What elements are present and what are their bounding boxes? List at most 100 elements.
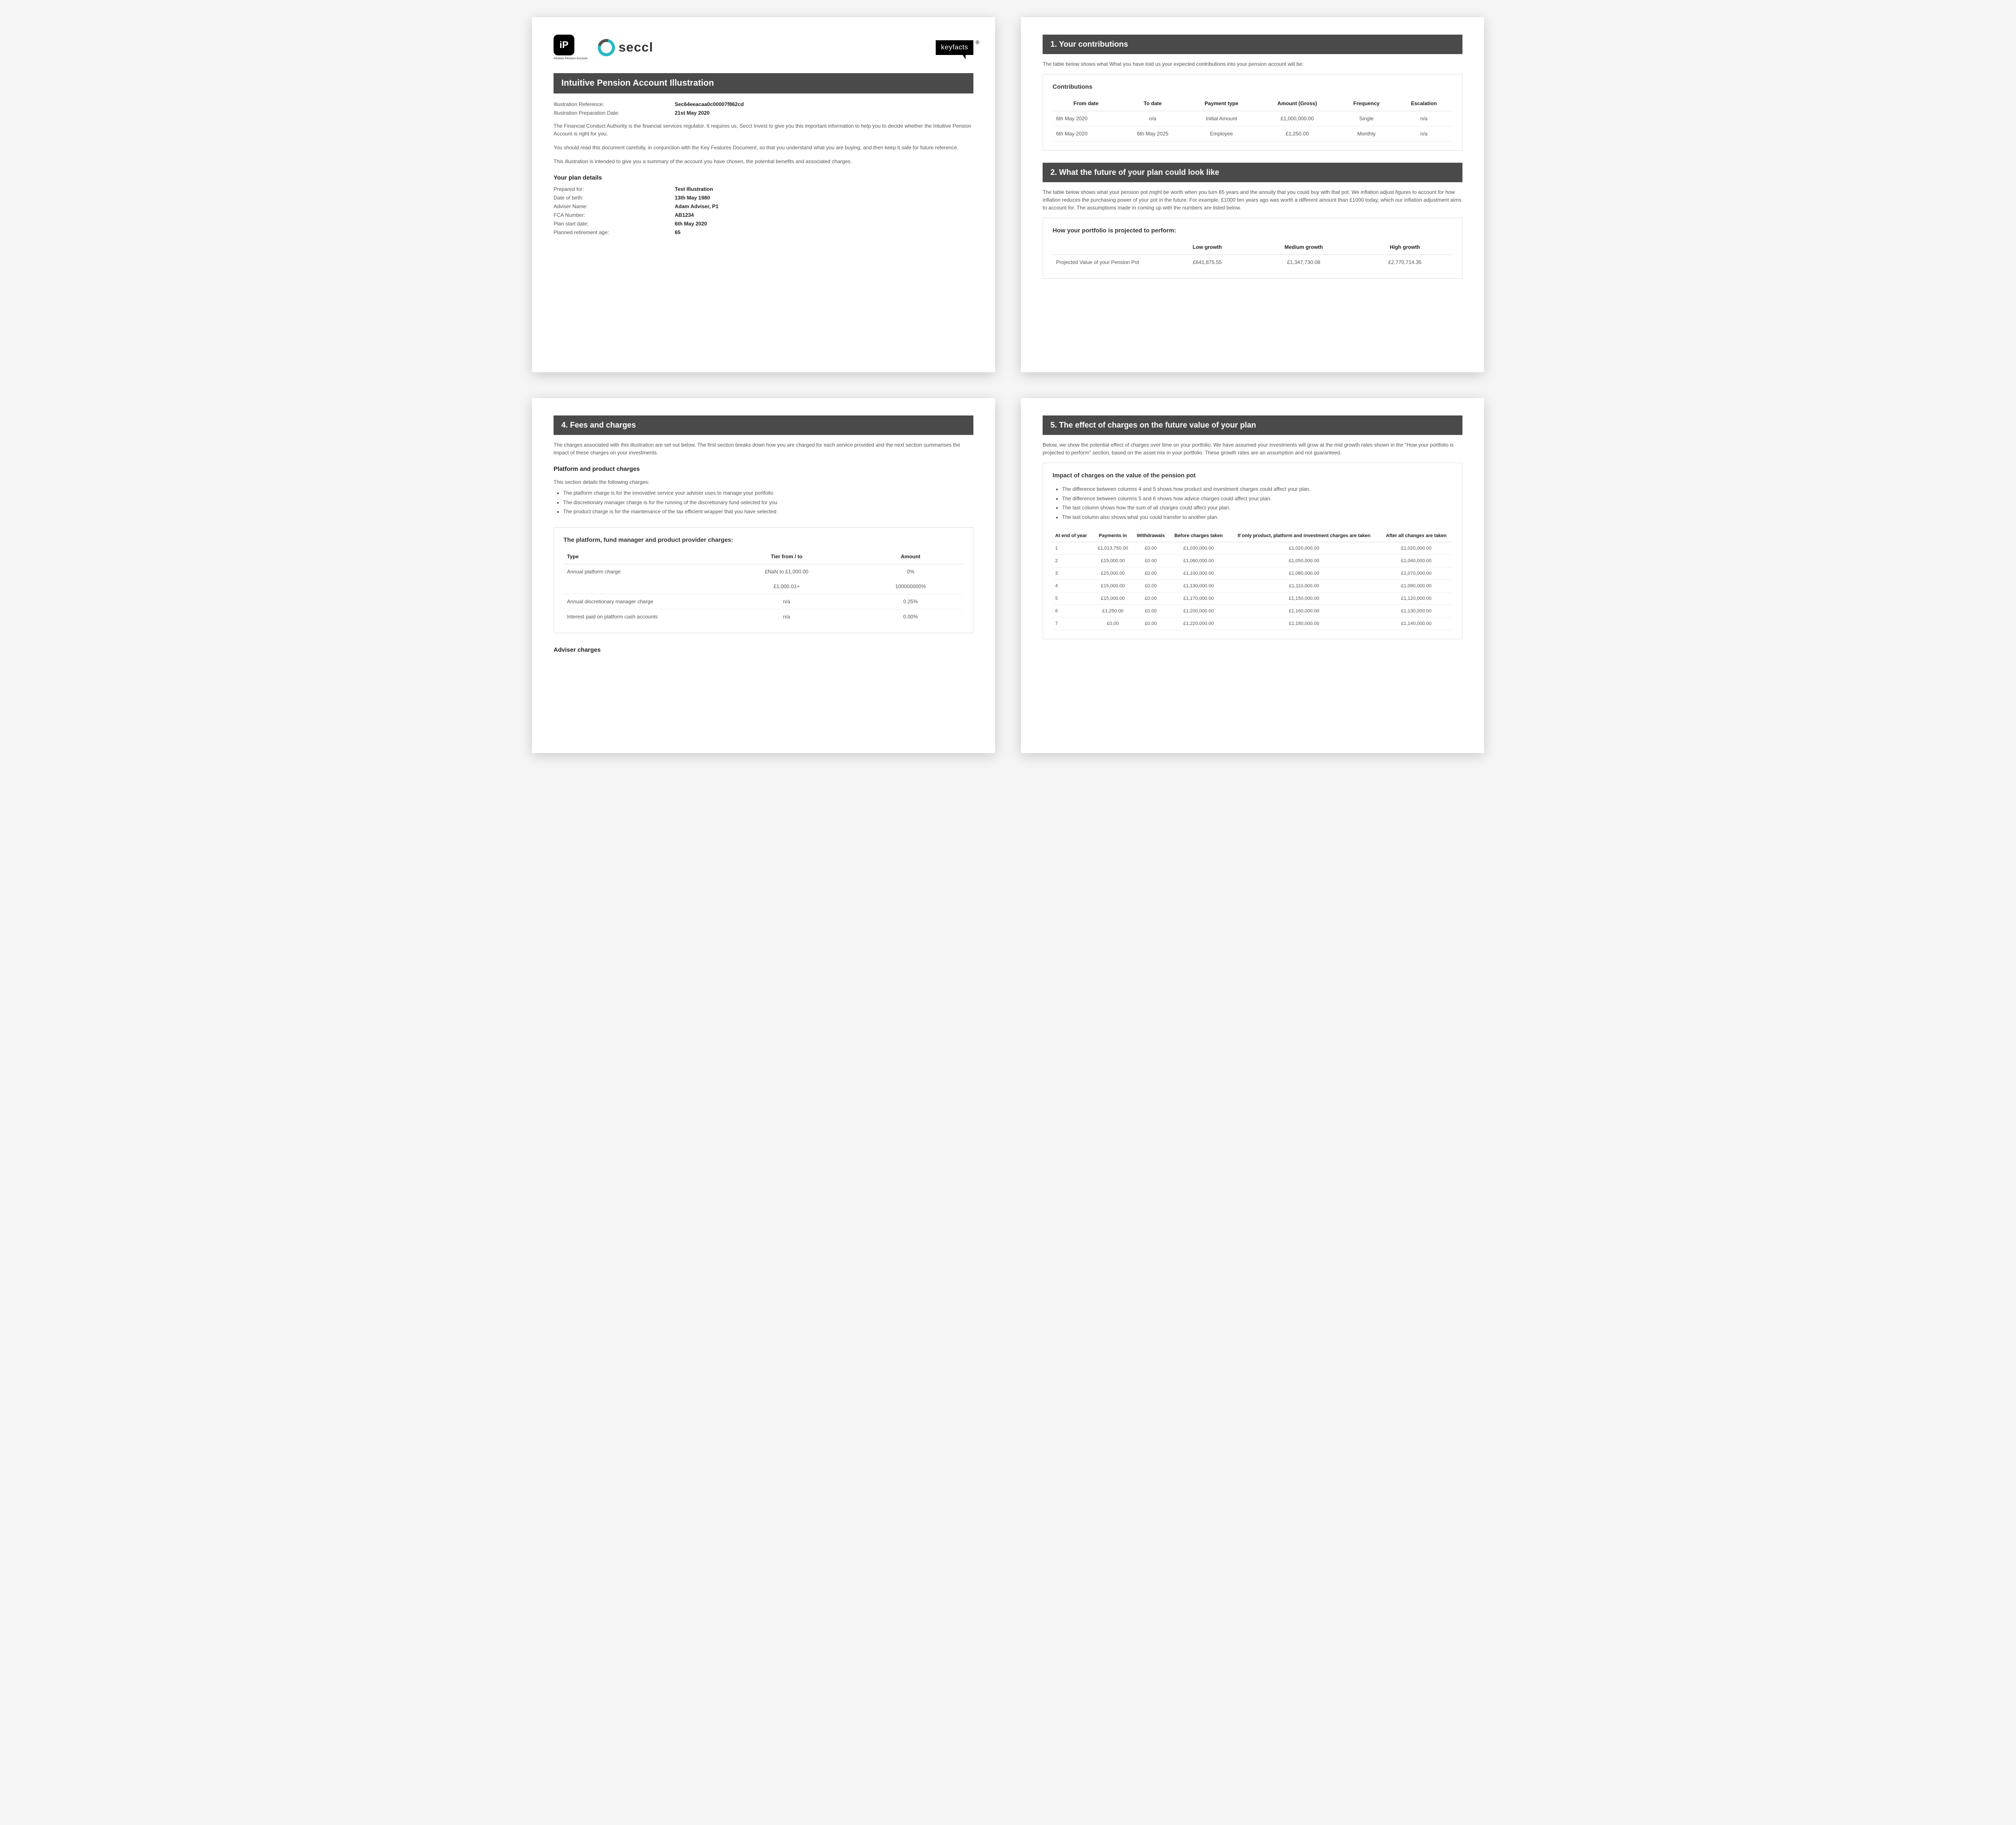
cell: 6th May 2020 (1053, 111, 1119, 126)
cell: n/a (1395, 126, 1452, 142)
logo-seccl: seccl (598, 39, 653, 56)
table-row: 6th May 2020n/aInitial Amount£1,000,000.… (1053, 111, 1452, 126)
cell: £1,170,000.00 (1169, 592, 1228, 605)
cell: 4 (1053, 580, 1093, 592)
plan-details-heading: Your plan details (554, 174, 973, 181)
cell: £0.00 (1133, 618, 1169, 630)
table-row: 2£15,000.00£0.00£1,060,000.00£1,050,000.… (1053, 555, 1452, 567)
keyfacts-label: keyfacts (936, 40, 973, 55)
plan-dob-value: 13th May 1980 (675, 195, 710, 201)
table-row: 5£15,000.00£0.00£1,170,000.00£1,150,000.… (1053, 592, 1452, 605)
cell: Tier from / to (715, 549, 858, 564)
cell: Initial Amount (1186, 111, 1256, 126)
adviser-charges-heading: Adviser charges (554, 646, 973, 653)
cell: £1,030,000.00 (1169, 542, 1228, 555)
cell: £0.00 (1133, 567, 1169, 580)
plan-adviser-label: Adviser Name: (554, 203, 675, 209)
charges-title: The platform, fund manager and product p… (564, 536, 963, 543)
plan-prepared-for-value: Test Illustration (675, 186, 713, 192)
plan-dob-label: Date of birth: (554, 195, 675, 201)
cell: £1,200,000.00 (1169, 605, 1228, 618)
table-row: 6th May 20206th May 2025Employee£1,250.0… (1053, 126, 1452, 142)
cell: To date (1119, 96, 1186, 111)
table-row: 1£1,013,750.00£0.00£1,030,000.00£1,020,0… (1053, 542, 1452, 555)
impact-box: Impact of charges on the value of the pe… (1043, 463, 1462, 639)
cell: 100000000% (858, 579, 963, 594)
impact-header-row: At end of yearPayments inWithdrawalsBefo… (1053, 530, 1452, 542)
section-4-intro: The charges associated with this illustr… (554, 441, 973, 457)
impact-body: 1£1,013,750.00£0.00£1,030,000.00£1,020,0… (1053, 542, 1452, 630)
projection-title: How your portfolio is projected to perfo… (1053, 227, 1452, 234)
plan-adviser: Adviser Name: Adam Adviser, P1 (554, 203, 973, 209)
projection-med: £1,347,730.08 (1250, 255, 1357, 270)
cell: £1,013,750.00 (1093, 542, 1133, 555)
cell: n/a (715, 594, 858, 609)
cell: £1,250.00 (1257, 126, 1338, 142)
cell: £1,140,000.00 (1380, 618, 1452, 630)
intro-para-1: The Financial Conduct Authority is the f… (554, 122, 973, 138)
intro-para-3: This illustration is intended to give yo… (554, 158, 973, 165)
meta-reference: Illustration Reference: Sec64eeacaa0c000… (554, 101, 973, 107)
cell: £0.00 (1133, 592, 1169, 605)
list-item: The product charge is for the maintenanc… (563, 507, 973, 517)
list-item: The last column also shows what you coul… (1062, 513, 1452, 522)
cell: Medium growth (1250, 240, 1357, 255)
cell: £1,000.01+ (715, 579, 858, 594)
cell: 0% (858, 564, 963, 579)
cell: 6th May 2025 (1119, 126, 1186, 142)
cell: £1,020,000.00 (1380, 542, 1452, 555)
cell: £0.00 (1093, 618, 1133, 630)
cell: From date (1053, 96, 1119, 111)
impact-bullets: The difference between columns 4 and 5 s… (1053, 485, 1452, 522)
plan-start-label: Plan start date: (554, 221, 675, 227)
cell: Annual discretionary manager charge (564, 594, 715, 609)
cell: £1,100,000.00 (1169, 567, 1228, 580)
section-4-title: 4. Fees and charges (554, 415, 973, 435)
meta-reference-value: Sec64eeacaa0c00007f862cd (675, 101, 744, 107)
cell: Payments in (1093, 530, 1133, 542)
cell: 0.25% (858, 594, 963, 609)
cell: £0.00 (1133, 555, 1169, 567)
cell: Low growth (1165, 240, 1250, 255)
cell: £NaN to £1,000.00 (715, 564, 858, 579)
meta-reference-label: Illustration Reference: (554, 101, 675, 107)
list-item: The discretionary manager charge is for … (563, 498, 973, 508)
cell: 6th May 2020 (1053, 126, 1119, 142)
plan-prepared-for: Prepared for: Test Illustration (554, 186, 973, 192)
cell: 2 (1053, 555, 1093, 567)
meta-prep-date: Illustration Preparation Date: 21st May … (554, 110, 973, 116)
ppc-bullets: The platform charge is for the innovativ… (554, 489, 973, 517)
table-row: £1,000.01+ 100000000% (564, 579, 963, 594)
section-2-title: 2. What the future of your plan could lo… (1043, 163, 1462, 182)
cell: At end of year (1053, 530, 1093, 542)
cell: £1,250.00 (1093, 605, 1133, 618)
cell: 6 (1053, 605, 1093, 618)
cell: £1,050,000.00 (1228, 555, 1380, 567)
plan-retire-label: Planned retirement age: (554, 229, 675, 235)
page-4: 5. The effect of charges on the future v… (1021, 398, 1484, 753)
seccl-text: seccl (618, 40, 653, 55)
list-item: The last column shows how the sum of all… (1062, 503, 1452, 513)
list-item: The platform charge is for the innovativ… (563, 489, 973, 498)
cell: Single (1337, 111, 1395, 126)
cell: £15,000.00 (1093, 580, 1133, 592)
section-2-intro: The table below shows what your pension … (1043, 188, 1462, 212)
plan-retire-value: 65 (675, 229, 680, 235)
cell: If only product, platform and investment… (1228, 530, 1380, 542)
logo-ip-icon: iP (554, 35, 574, 55)
page-title: Intuitive Pension Account Illustration (554, 73, 973, 93)
keyfacts-reg: ® (976, 39, 979, 45)
cell: £1,160,000.00 (1228, 605, 1380, 618)
cell: £1,130,000.00 (1380, 605, 1452, 618)
seccl-ring-icon (595, 35, 618, 59)
projection-row-label: Projected Value of your Pension Pot (1053, 255, 1165, 270)
cell: Amount (Gross) (1257, 96, 1338, 111)
contributions-body: 6th May 2020n/aInitial Amount£1,000,000.… (1053, 111, 1452, 142)
section-1-title: 1. Your contributions (1043, 35, 1462, 54)
table-row: 4£15,000.00£0.00£1,130,000.00£1,110,000.… (1053, 580, 1452, 592)
impact-title: Impact of charges on the value of the pe… (1053, 472, 1452, 479)
contributions-header-row: From dateTo datePayment typeAmount (Gros… (1053, 96, 1452, 111)
cell: Escalation (1395, 96, 1452, 111)
plan-start: Plan start date: 6th May 2020 (554, 221, 973, 227)
contributions-box: Contributions From dateTo datePayment ty… (1043, 74, 1462, 151)
